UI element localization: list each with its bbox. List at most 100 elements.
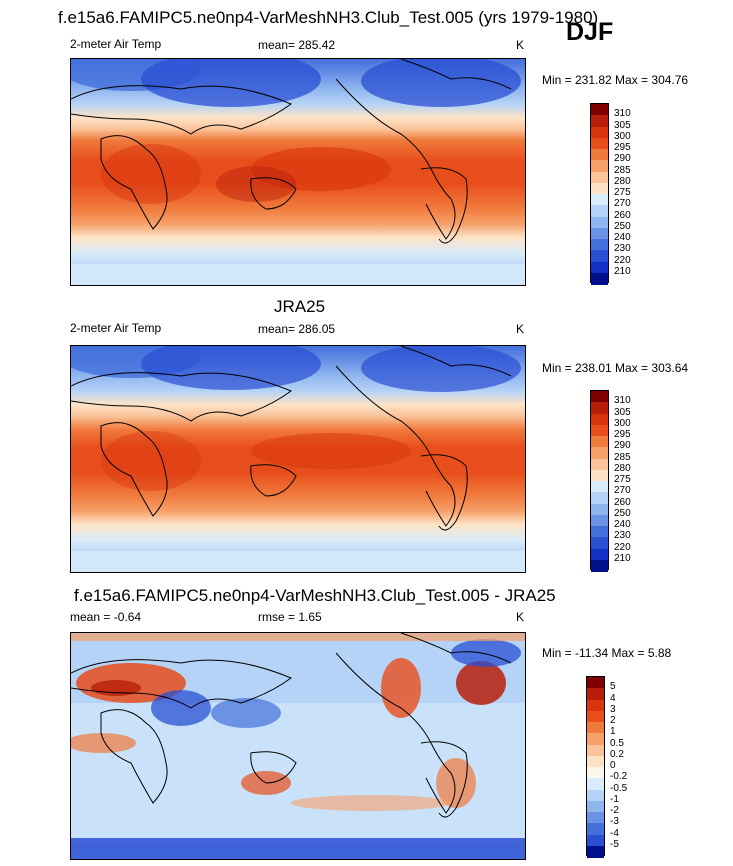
colorbar-segment [591,194,608,206]
colorbar-segment [591,492,608,504]
colorbar-segment [591,481,608,493]
plot-title: f.e15a6.FAMIPC5.ne0np4-VarMeshNH3.Club_T… [58,8,599,27]
colorbar-segment [591,250,608,262]
colorbar-segment [587,800,604,813]
colorbar-segment [587,710,604,723]
colorbar-tick-label: 5 [610,681,616,693]
panel2-variable-label: 2-meter Air Temp [70,321,162,335]
colorbar-tick-label: -2 [610,805,619,816]
colorbar-tick-label: 275 [614,187,631,198]
colorbar-tick-label: 3 [610,703,616,715]
colorbar-tick-label: 0.2 [610,748,624,760]
colorbar-segment [587,812,604,824]
panel1-map-field [71,59,525,285]
colorbar-tick-label: 285 [614,164,631,176]
panel2-colorbar: 310 305 300 295 290 285 280 275 270 260 250 240 230 2… [590,390,650,572]
colorbar-segment [591,458,608,471]
colorbar-segment [587,688,604,700]
colorbar-tick-label: -5 [610,838,619,850]
colorbar-segment [591,413,608,426]
colorbar-segment [591,205,608,217]
colorbar-segment [591,526,608,538]
colorbar-tick-label: 280 [614,175,631,187]
colorbar-segment [587,699,604,712]
colorbar-tick-label: -0.2 [610,771,628,783]
colorbar-segment [587,733,604,745]
colorbar-segment [591,424,608,437]
colorbar-segment [587,767,604,779]
colorbar-tick-label: 310 [614,108,631,120]
colorbar-tick-label: -3 [610,816,619,828]
colorbar-segment [591,182,608,195]
colorbar-tick-label: 280 [614,462,631,474]
colorbar-tick-label: 270 [614,485,631,497]
colorbar-tick-label: 250 [614,220,631,232]
panel3-minmax: Min = -11.34 Max = 5.88 [542,646,672,660]
colorbar-tick-label: 210 [614,265,631,277]
colorbar-tick-label: 310 [614,395,631,407]
colorbar-tick-label: 0.5 [610,737,624,749]
colorbar-tick-label: 290 [614,153,631,165]
colorbar-segment [591,261,608,274]
colorbar-segment [587,744,604,757]
panel3-map [70,632,526,860]
panel2-map-field [71,346,525,572]
colorbar-segment [591,239,608,251]
colorbar-segment [591,272,608,285]
colorbar-segment [591,160,608,172]
panel3-map-field [71,633,525,859]
colorbar-segment [591,227,608,240]
colorbar-segment [591,126,608,139]
panel3-units-label: K [516,610,525,624]
panel3-rmse-label: rmse = 1.65 [258,610,322,624]
colorbar-segment [591,104,608,116]
colorbar-tick-label: 295 [614,429,631,440]
colorbar-tick-label: 1 [610,726,616,738]
colorbar-tick-label: 275 [614,474,631,485]
colorbar-segment [591,137,608,150]
colorbar-tick-label: 285 [614,451,631,463]
colorbar-tick-label: -1 [610,793,619,805]
panel1-units-label: K [516,38,525,52]
colorbar-segment [591,503,608,516]
colorbar-segment [591,115,608,127]
colorbar-segment [587,755,604,768]
colorbar-segment [587,834,604,847]
colorbar-box [590,390,609,572]
panel2-units-label: K [516,322,525,336]
colorbar-tick-label: 270 [614,198,631,210]
colorbar-segment [591,402,608,414]
panel1-colorbar: 310 305 300 295 290 285 280 275 270 260 250 240 230 2… [590,103,650,285]
panel2-map [70,345,526,573]
colorbar-tick-label: 210 [614,552,631,564]
colorbar-segment [591,216,608,229]
panel1-mean-label: mean= 285.42 [258,38,336,52]
panel2-minmax: Min = 238.01 Max = 303.64 [542,361,689,375]
panel3-colorbar: 5 4 3 2 1 0.5 0.2 0 -0.2 -0.5 -1 -2 -3 -4 -5 [586,676,646,858]
colorbar-tick-label: -4 [610,827,619,839]
colorbar-segment [591,447,608,459]
colorbar-segment [591,469,608,482]
panel1-map [70,58,526,286]
panel3-title: f.e15a6.FAMIPC5.ne0np4-VarMeshNH3.Club_T… [74,586,556,605]
colorbar-segment [587,722,604,734]
colorbar-tick-label: 2 [610,715,616,726]
panel2-title: JRA25 [274,297,326,316]
colorbar-segment [591,537,608,549]
colorbar-segment [587,845,604,858]
colorbar-segment [591,559,608,572]
colorbar-tick-label: 300 [614,417,631,429]
colorbar-segment [591,391,608,403]
colorbar-segment [587,778,604,790]
colorbar-segment [587,789,604,802]
colorbar-segment [591,436,608,448]
colorbar-tick-label: 220 [614,254,631,266]
panel1-variable-label: 2-meter Air Temp [70,37,162,51]
colorbar-box [590,103,609,285]
colorbar-tick-label: 250 [614,507,631,519]
colorbar-tick-label: 240 [614,232,631,243]
panel1-minmax: Min = 231.82 Max = 304.76 [542,73,689,87]
colorbar-tick-label: 240 [614,519,631,530]
panel3-mean-label: mean = -0.64 [70,610,142,624]
colorbar-tick-label: 290 [614,440,631,452]
